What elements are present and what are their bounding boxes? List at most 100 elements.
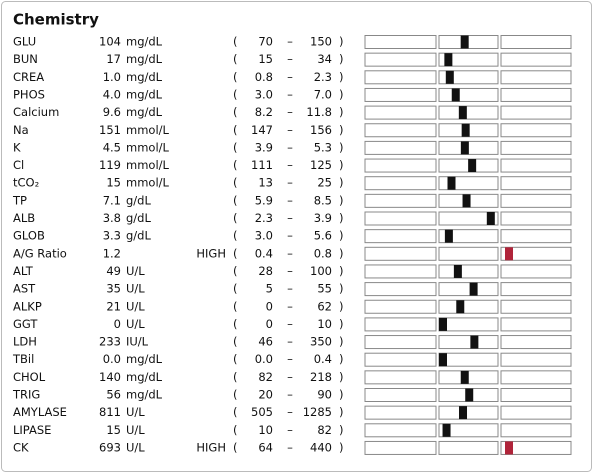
range-box bbox=[438, 211, 499, 226]
range-low: 3.0 bbox=[255, 229, 273, 243]
paren-close: ) bbox=[339, 335, 344, 349]
result-value: 1.2 bbox=[103, 246, 121, 260]
range-box bbox=[500, 246, 572, 261]
paren-close: ) bbox=[339, 388, 344, 402]
range-high: 2.3 bbox=[314, 70, 332, 84]
paren-close: ) bbox=[339, 370, 344, 384]
range-sep: – bbox=[287, 70, 293, 84]
range-low: 13 bbox=[258, 176, 273, 190]
range-low: 46 bbox=[258, 335, 273, 349]
unit: mmol/L bbox=[126, 123, 170, 137]
range-box bbox=[500, 193, 572, 208]
paren-open: ( bbox=[233, 299, 238, 313]
range-high: 1285 bbox=[303, 405, 332, 419]
paren-close: ) bbox=[339, 140, 344, 154]
range-sep: – bbox=[287, 123, 293, 137]
range-box bbox=[500, 352, 572, 367]
range-box bbox=[500, 123, 572, 138]
unit: IU/L bbox=[126, 335, 149, 349]
range-sep: – bbox=[287, 264, 293, 278]
range-sep: – bbox=[287, 229, 293, 243]
test-name: TRIG bbox=[12, 388, 40, 402]
result-value: 15 bbox=[106, 176, 121, 190]
result-value: 17 bbox=[106, 52, 121, 66]
paren-open: ( bbox=[233, 352, 238, 366]
range-sep: – bbox=[287, 352, 293, 366]
range-box bbox=[500, 70, 572, 85]
result-marker bbox=[460, 35, 469, 49]
range-low: 505 bbox=[251, 405, 273, 419]
result-marker bbox=[453, 264, 462, 278]
range-box bbox=[500, 335, 572, 350]
paren-close: ) bbox=[339, 405, 344, 419]
result-marker bbox=[460, 370, 469, 384]
paren-close: ) bbox=[339, 211, 344, 225]
result-marker bbox=[447, 176, 456, 190]
range-high: 8.5 bbox=[314, 193, 332, 207]
range-low: 0.4 bbox=[255, 246, 273, 260]
test-name: Na bbox=[13, 123, 29, 137]
paren-open: ( bbox=[233, 246, 238, 260]
unit: mmol/L bbox=[126, 176, 170, 190]
test-name: K bbox=[13, 140, 21, 154]
test-name: CREA bbox=[13, 70, 44, 84]
range-box bbox=[438, 405, 499, 420]
result-marker bbox=[444, 229, 453, 243]
range-box bbox=[364, 176, 437, 191]
range-low: 82 bbox=[258, 370, 273, 384]
result-value: 49 bbox=[106, 264, 121, 278]
result-value: 3.8 bbox=[103, 211, 121, 225]
result-value: 35 bbox=[106, 282, 121, 296]
range-box bbox=[364, 52, 437, 67]
range-sep: – bbox=[287, 246, 293, 260]
range-low: 0.8 bbox=[255, 70, 273, 84]
paren-close: ) bbox=[339, 352, 344, 366]
range-box bbox=[364, 105, 437, 120]
range-sep: – bbox=[287, 35, 293, 49]
result-marker bbox=[469, 282, 478, 296]
range-box bbox=[364, 123, 437, 138]
range-high: 62 bbox=[317, 299, 332, 313]
range-box bbox=[364, 423, 437, 438]
range-box bbox=[438, 52, 499, 67]
result-marker bbox=[459, 406, 468, 420]
paren-open: ( bbox=[233, 423, 238, 437]
result-marker bbox=[462, 194, 471, 208]
result-value: 811 bbox=[99, 405, 121, 419]
range-high: 3.9 bbox=[314, 211, 332, 225]
range-sep: – bbox=[287, 423, 293, 437]
range-high: 350 bbox=[310, 335, 332, 349]
range-low: 147 bbox=[251, 123, 273, 137]
flag: HIGH bbox=[196, 246, 226, 260]
range-sep: – bbox=[287, 282, 293, 296]
unit: U/L bbox=[126, 299, 145, 313]
range-box bbox=[500, 176, 572, 191]
paren-open: ( bbox=[233, 176, 238, 190]
range-box bbox=[500, 140, 572, 155]
range-sep: – bbox=[287, 335, 293, 349]
range-box bbox=[500, 211, 572, 226]
range-box bbox=[500, 299, 572, 314]
range-box bbox=[364, 264, 437, 279]
flag: HIGH bbox=[196, 440, 226, 454]
test-name: GLOB bbox=[13, 229, 45, 243]
range-box bbox=[500, 282, 572, 297]
unit: mg/dL bbox=[126, 35, 163, 49]
result-marker bbox=[505, 247, 513, 261]
range-box bbox=[500, 370, 572, 385]
range-box bbox=[438, 229, 499, 244]
unit: mg/dL bbox=[126, 105, 163, 119]
range-sep: – bbox=[287, 193, 293, 207]
range-box bbox=[500, 405, 572, 420]
result-marker bbox=[451, 88, 460, 102]
range-box bbox=[500, 388, 572, 402]
range-high: 440 bbox=[310, 440, 332, 454]
range-box bbox=[364, 335, 437, 350]
range-high: 150 bbox=[310, 35, 332, 49]
range-low: 15 bbox=[258, 52, 273, 66]
range-box bbox=[438, 317, 499, 332]
range-high: 90 bbox=[317, 388, 332, 402]
unit: U/L bbox=[126, 264, 145, 278]
result-value: 3.3 bbox=[103, 229, 121, 243]
